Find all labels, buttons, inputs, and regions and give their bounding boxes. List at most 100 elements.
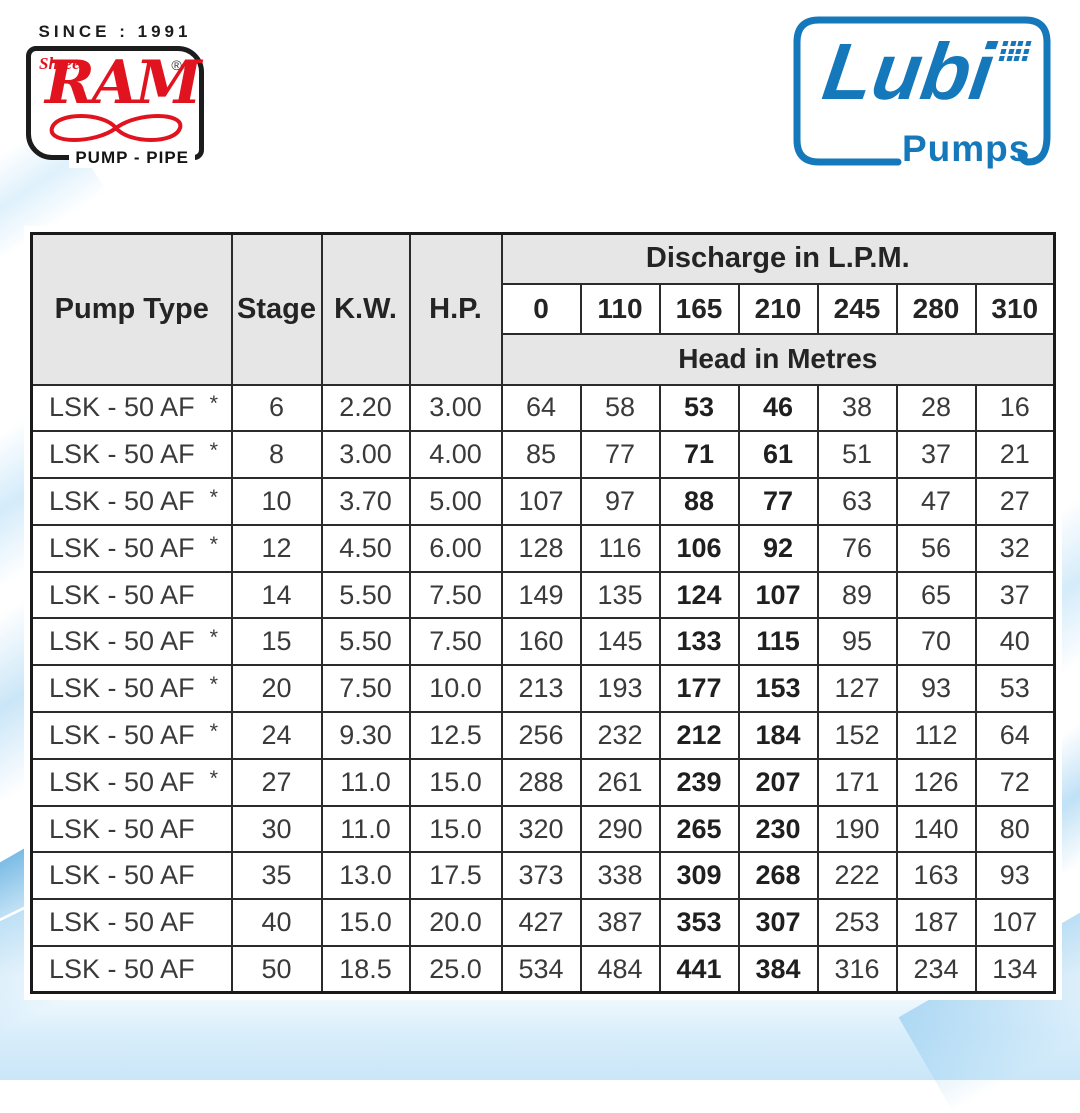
pump-type-text: LSK - 50 AF bbox=[49, 860, 195, 891]
kw-cell: 11.0 bbox=[320, 757, 411, 807]
table-row: LSK - 50 AF * 12 4.50 6.00 128 116 106 92… bbox=[30, 523, 1056, 573]
head-cell: 72 bbox=[974, 757, 1056, 807]
table-row: LSK - 50 AF * 10 3.70 5.00 107 97 88 77 6… bbox=[30, 477, 1056, 526]
hp-cell: 17.5 bbox=[408, 851, 503, 901]
pump-type-header: Pump Type bbox=[30, 232, 233, 386]
stage-cell: 6 bbox=[230, 383, 323, 433]
hp-cell: 10.0 bbox=[408, 664, 503, 714]
pump-type-cell: LSK - 50 AF bbox=[30, 570, 233, 620]
head-cell: 128 bbox=[500, 523, 582, 573]
head-cell: 213 bbox=[500, 664, 582, 714]
hp-cell: 15.0 bbox=[408, 757, 503, 807]
stage-cell: 27 bbox=[230, 757, 323, 807]
pump-type-text: LSK - 50 AF bbox=[49, 485, 195, 516]
head-cell: 234 bbox=[895, 945, 977, 994]
pump-type-text: LSK - 50 AF bbox=[49, 953, 195, 984]
head-cell: 40 bbox=[974, 617, 1056, 667]
table-row: LSK - 50 AF * 24 9.30 12.5 256 232 212 18… bbox=[30, 711, 1056, 760]
head-cell: 288 bbox=[500, 757, 582, 807]
stage-cell: 10 bbox=[230, 477, 323, 526]
head-cell: 261 bbox=[579, 757, 661, 807]
discharge-value-header: 110 bbox=[579, 282, 661, 335]
pump-type-cell: LSK - 50 AF * bbox=[30, 617, 233, 667]
pump-type-cell: LSK - 50 AF * bbox=[30, 757, 233, 807]
head-cell: 64 bbox=[500, 383, 582, 433]
kw-cell: 18.5 bbox=[320, 945, 411, 994]
head-in-metres-header: Head in Metres bbox=[500, 332, 1056, 386]
head-cell: 27 bbox=[974, 477, 1056, 526]
head-cell: 232 bbox=[579, 711, 661, 760]
head-cell: 65 bbox=[895, 570, 977, 620]
stage-cell: 14 bbox=[230, 570, 323, 620]
head-cell: 135 bbox=[579, 570, 661, 620]
lubi-pumps-logo: Lubi Pumps bbox=[788, 16, 1056, 184]
head-cell: 85 bbox=[500, 430, 582, 480]
lubi-brand-text: Lubi bbox=[817, 27, 1000, 116]
pump-type-flag: * bbox=[209, 530, 218, 556]
head-cell: 265 bbox=[658, 804, 740, 854]
head-cell: 76 bbox=[816, 523, 898, 573]
pumps-text: Pumps bbox=[902, 128, 1031, 169]
hp-cell: 20.0 bbox=[408, 898, 503, 948]
head-cell: 307 bbox=[737, 898, 819, 948]
ram-logo-frame: Shree ®© RAM PUMP - PIPE bbox=[26, 46, 204, 168]
pump-type-text: LSK - 50 AF bbox=[49, 626, 195, 657]
head-cell: 71 bbox=[658, 430, 740, 480]
head-cell: 290 bbox=[579, 804, 661, 854]
head-cell: 53 bbox=[974, 664, 1056, 714]
stage-cell: 40 bbox=[230, 898, 323, 948]
head-cell: 58 bbox=[579, 383, 661, 433]
head-cell: 441 bbox=[658, 945, 740, 994]
stage-cell: 8 bbox=[230, 430, 323, 480]
pump-type-cell: LSK - 50 AF bbox=[30, 851, 233, 901]
kw-cell: 4.50 bbox=[320, 523, 411, 573]
table-row: LSK - 50 AF 35 13.0 17.5 373 338 309 268… bbox=[30, 851, 1056, 901]
pump-type-cell: LSK - 50 AF * bbox=[30, 430, 233, 480]
pump-type-text: LSK - 50 AF bbox=[49, 392, 195, 423]
kw-cell: 7.50 bbox=[320, 664, 411, 714]
ram-brand-text: RAM bbox=[45, 48, 202, 118]
head-cell: 207 bbox=[737, 757, 819, 807]
lubi-frame-border bbox=[793, 16, 1051, 166]
discharge-header: Discharge in L.P.M. bbox=[500, 232, 1056, 285]
discharge-value-header: 310 bbox=[974, 282, 1056, 335]
head-cell: 177 bbox=[658, 664, 740, 714]
head-cell: 268 bbox=[737, 851, 819, 901]
head-cell: 115 bbox=[737, 617, 819, 667]
stage-cell: 20 bbox=[230, 664, 323, 714]
kw-cell: 3.70 bbox=[320, 477, 411, 526]
head-cell: 97 bbox=[579, 477, 661, 526]
head-cell: 112 bbox=[895, 711, 977, 760]
hp-cell: 4.00 bbox=[408, 430, 503, 480]
stage-cell: 12 bbox=[230, 523, 323, 573]
table-row: LSK - 50 AF * 8 3.00 4.00 85 77 71 61 51 … bbox=[30, 430, 1056, 480]
pump-type-text: LSK - 50 AF bbox=[49, 673, 195, 704]
head-cell: 239 bbox=[658, 757, 740, 807]
pump-type-cell: LSK - 50 AF * bbox=[30, 383, 233, 433]
head-cell: 37 bbox=[974, 570, 1056, 620]
pump-type-cell: LSK - 50 AF * bbox=[30, 711, 233, 760]
discharge-value-header: 280 bbox=[895, 282, 977, 335]
hp-cell: 6.00 bbox=[408, 523, 503, 573]
head-cell: 51 bbox=[816, 430, 898, 480]
head-cell: 124 bbox=[658, 570, 740, 620]
pump-type-cell: LSK - 50 AF * bbox=[30, 664, 233, 714]
head-cell: 222 bbox=[816, 851, 898, 901]
table-row: LSK - 50 AF * 20 7.50 10.0 213 193 177 15… bbox=[30, 664, 1056, 714]
head-cell: 140 bbox=[895, 804, 977, 854]
head-cell: 193 bbox=[579, 664, 661, 714]
infinity-swirl-ornament bbox=[49, 114, 183, 142]
kw-cell: 15.0 bbox=[320, 898, 411, 948]
kw-cell: 11.0 bbox=[320, 804, 411, 854]
pump-type-text: LSK - 50 AF bbox=[49, 439, 195, 470]
stage-cell: 50 bbox=[230, 945, 323, 994]
table-row: LSK - 50 AF 14 5.50 7.50 149 135 124 107… bbox=[30, 570, 1056, 620]
pump-type-flag: * bbox=[209, 624, 218, 650]
stage-cell: 15 bbox=[230, 617, 323, 667]
head-cell: 253 bbox=[816, 898, 898, 948]
table-row: LSK - 50 AF 30 11.0 15.0 320 290 265 230… bbox=[30, 804, 1056, 854]
head-cell: 163 bbox=[895, 851, 977, 901]
pump-type-cell: LSK - 50 AF bbox=[30, 804, 233, 854]
kw-header: K.W. bbox=[320, 232, 411, 386]
head-cell: 184 bbox=[737, 711, 819, 760]
